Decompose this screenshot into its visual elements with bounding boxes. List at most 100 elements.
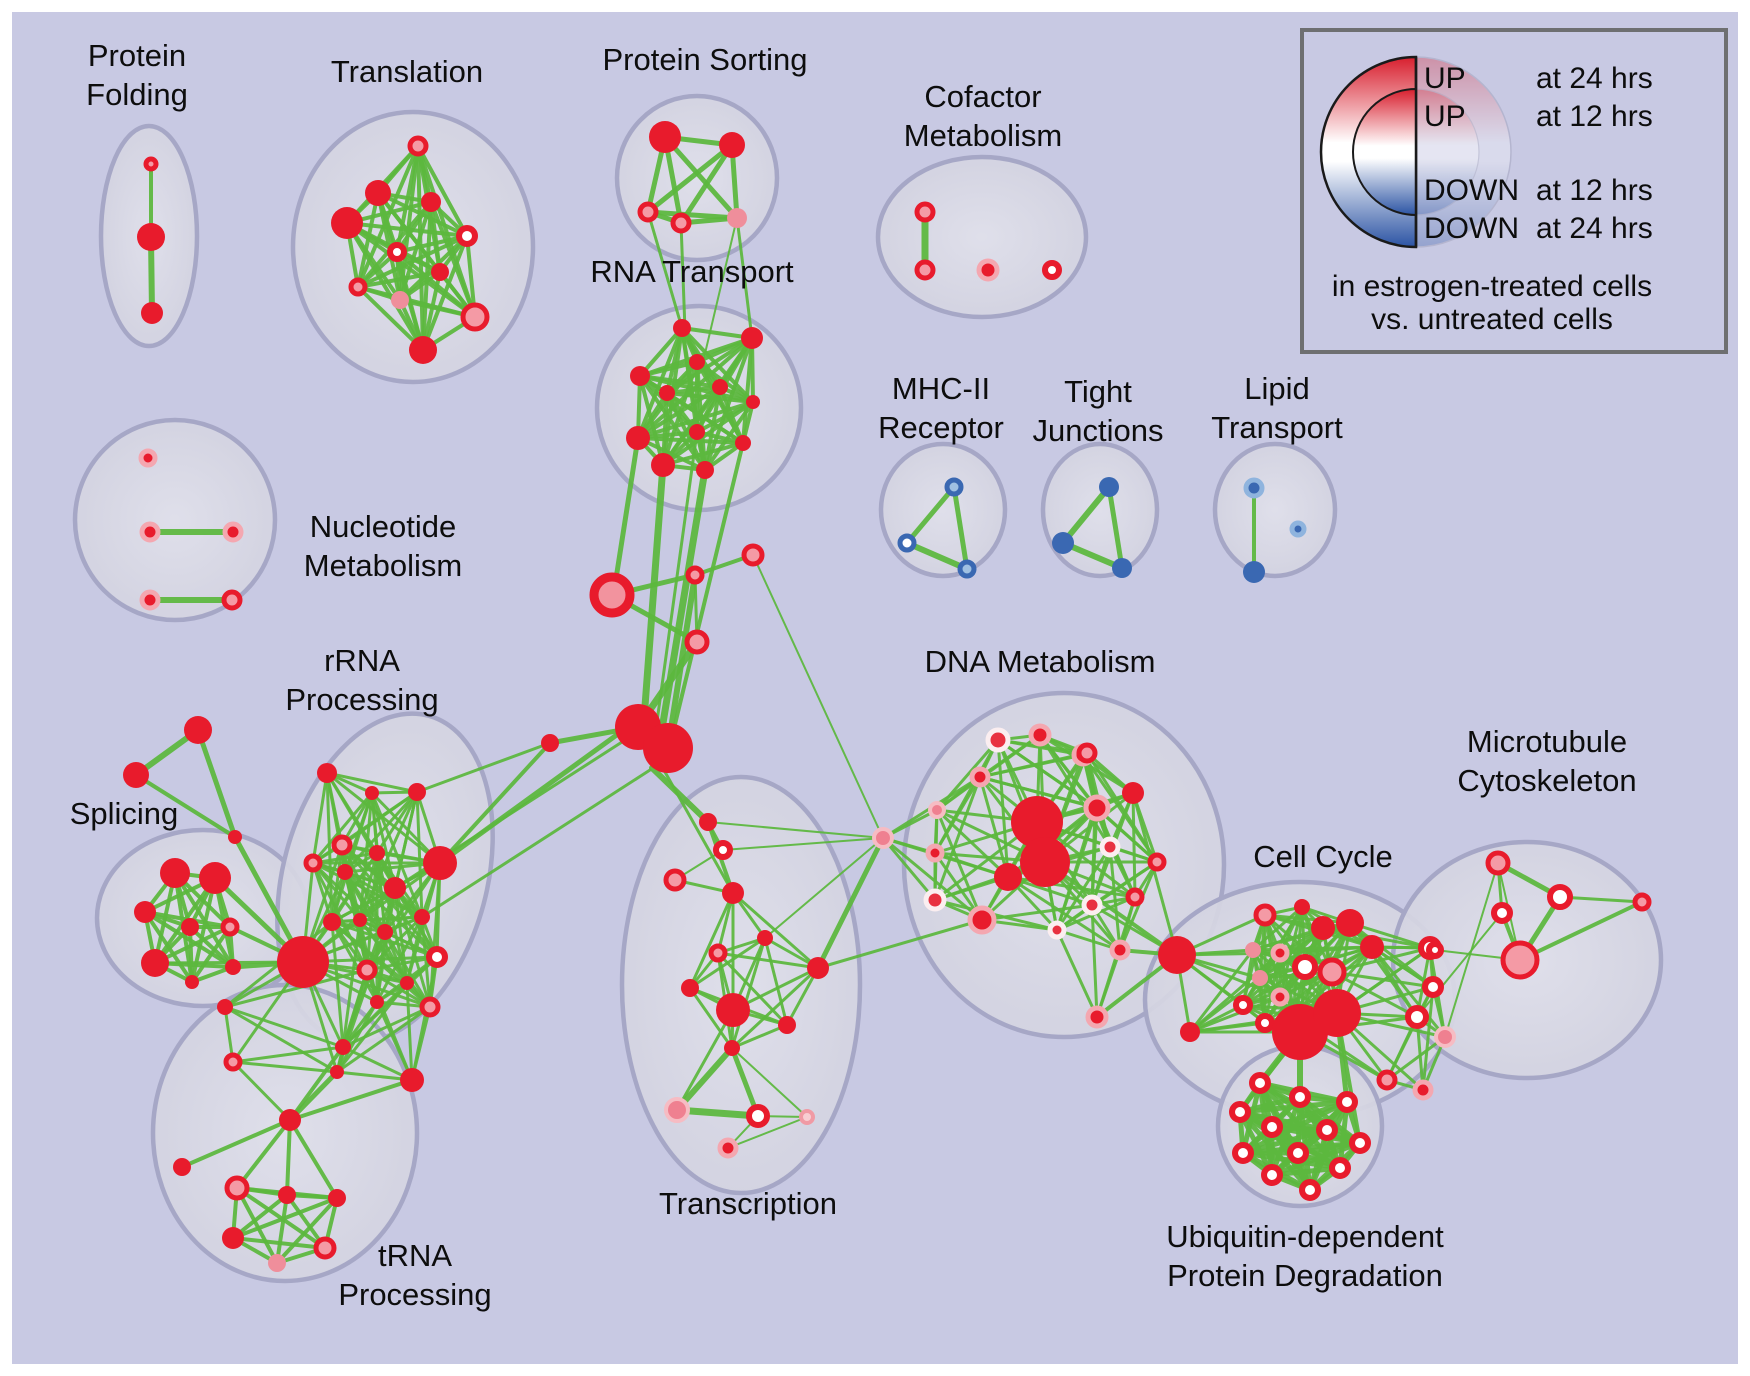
gene-node[interactable]	[1270, 943, 1290, 963]
gene-node[interactable]	[1011, 796, 1063, 848]
gene-node[interactable]	[138, 448, 158, 468]
gene-node[interactable]	[637, 201, 659, 223]
gene-node[interactable]	[914, 259, 936, 281]
gene-node[interactable]	[356, 959, 378, 981]
gene-node[interactable]	[407, 135, 429, 157]
gene-node[interactable]	[727, 208, 747, 228]
gene-node[interactable]	[923, 888, 947, 912]
gene-node[interactable]	[277, 936, 329, 988]
gene-node[interactable]	[143, 156, 159, 172]
gene-node[interactable]	[673, 319, 691, 337]
gene-node[interactable]	[1317, 957, 1347, 987]
gene-node[interactable]	[1243, 561, 1265, 583]
gene-node[interactable]	[699, 813, 717, 831]
gene-node[interactable]	[799, 1109, 815, 1125]
gene-node[interactable]	[807, 957, 829, 979]
gene-node[interactable]	[1349, 1132, 1371, 1154]
gene-node[interactable]	[1485, 850, 1511, 876]
gene-node[interactable]	[897, 533, 917, 553]
gene-node[interactable]	[1233, 995, 1253, 1015]
gene-node[interactable]	[589, 572, 635, 618]
gene-node[interactable]	[976, 258, 1000, 282]
gene-node[interactable]	[1180, 1022, 1200, 1042]
gene-node[interactable]	[735, 435, 751, 451]
gene-node[interactable]	[1099, 836, 1121, 858]
gene-node[interactable]	[685, 565, 705, 585]
gene-node[interactable]	[1085, 1005, 1109, 1029]
gene-node[interactable]	[1122, 782, 1144, 804]
gene-node[interactable]	[423, 846, 457, 880]
gene-node[interactable]	[689, 424, 705, 440]
gene-node[interactable]	[1313, 989, 1361, 1037]
gene-node[interactable]	[1547, 884, 1573, 910]
gene-node[interactable]	[141, 949, 169, 977]
gene-node[interactable]	[1099, 477, 1119, 497]
gene-node[interactable]	[1316, 1119, 1338, 1141]
gene-node[interactable]	[141, 302, 163, 324]
gene-node[interactable]	[1405, 1005, 1429, 1029]
gene-node[interactable]	[331, 207, 363, 239]
gene-node[interactable]	[626, 426, 650, 450]
gene-node[interactable]	[1289, 1086, 1311, 1108]
gene-node[interactable]	[391, 291, 409, 309]
gene-node[interactable]	[369, 845, 385, 861]
gene-node[interactable]	[1249, 1072, 1271, 1094]
gene-node[interactable]	[268, 1254, 286, 1272]
gene-node[interactable]	[456, 225, 478, 247]
gene-node[interactable]	[1083, 794, 1111, 822]
gene-node[interactable]	[928, 801, 946, 819]
gene-node[interactable]	[1329, 1157, 1351, 1179]
gene-node[interactable]	[994, 863, 1022, 891]
gene-node[interactable]	[969, 766, 991, 788]
gene-node[interactable]	[224, 1175, 250, 1201]
gene-node[interactable]	[365, 180, 391, 206]
gene-node[interactable]	[696, 461, 714, 479]
gene-node[interactable]	[914, 201, 936, 223]
gene-node[interactable]	[643, 723, 693, 773]
gene-node[interactable]	[1426, 941, 1444, 959]
gene-node[interactable]	[181, 918, 199, 936]
gene-node[interactable]	[137, 223, 165, 251]
gene-node[interactable]	[365, 786, 379, 800]
gene-node[interactable]	[1261, 1164, 1283, 1186]
gene-node[interactable]	[944, 477, 964, 497]
gene-node[interactable]	[712, 379, 728, 395]
gene-node[interactable]	[651, 453, 675, 477]
gene-node[interactable]	[967, 905, 997, 935]
gene-node[interactable]	[1360, 935, 1384, 959]
gene-node[interactable]	[199, 862, 231, 894]
gene-node[interactable]	[1243, 477, 1265, 499]
gene-node[interactable]	[317, 763, 337, 783]
gene-node[interactable]	[541, 734, 559, 752]
gene-node[interactable]	[659, 385, 675, 401]
gene-node[interactable]	[1109, 939, 1131, 961]
gene-node[interactable]	[722, 882, 744, 904]
gene-node[interactable]	[313, 1236, 337, 1260]
gene-node[interactable]	[1270, 987, 1290, 1007]
gene-node[interactable]	[664, 1097, 690, 1123]
gene-node[interactable]	[957, 559, 977, 579]
gene-node[interactable]	[1299, 1179, 1321, 1201]
gene-node[interactable]	[184, 716, 212, 744]
gene-node[interactable]	[708, 943, 728, 963]
gene-node[interactable]	[1253, 903, 1277, 927]
gene-node[interactable]	[1081, 894, 1103, 916]
gene-node[interactable]	[134, 901, 156, 923]
gene-node[interactable]	[681, 979, 699, 997]
gene-node[interactable]	[173, 1158, 191, 1176]
gene-node[interactable]	[221, 589, 243, 611]
gene-node[interactable]	[421, 192, 441, 212]
gene-node[interactable]	[1147, 852, 1167, 872]
gene-node[interactable]	[419, 996, 441, 1018]
gene-node[interactable]	[335, 1039, 351, 1055]
gene-node[interactable]	[387, 242, 407, 262]
gene-node[interactable]	[1287, 1142, 1309, 1164]
gene-node[interactable]	[409, 336, 437, 364]
gene-node[interactable]	[348, 277, 368, 297]
gene-node[interactable]	[1376, 1069, 1398, 1091]
gene-node[interactable]	[985, 727, 1011, 753]
gene-node[interactable]	[1020, 837, 1070, 887]
gene-node[interactable]	[1028, 723, 1052, 747]
gene-node[interactable]	[689, 354, 705, 370]
gene-node[interactable]	[222, 521, 244, 543]
